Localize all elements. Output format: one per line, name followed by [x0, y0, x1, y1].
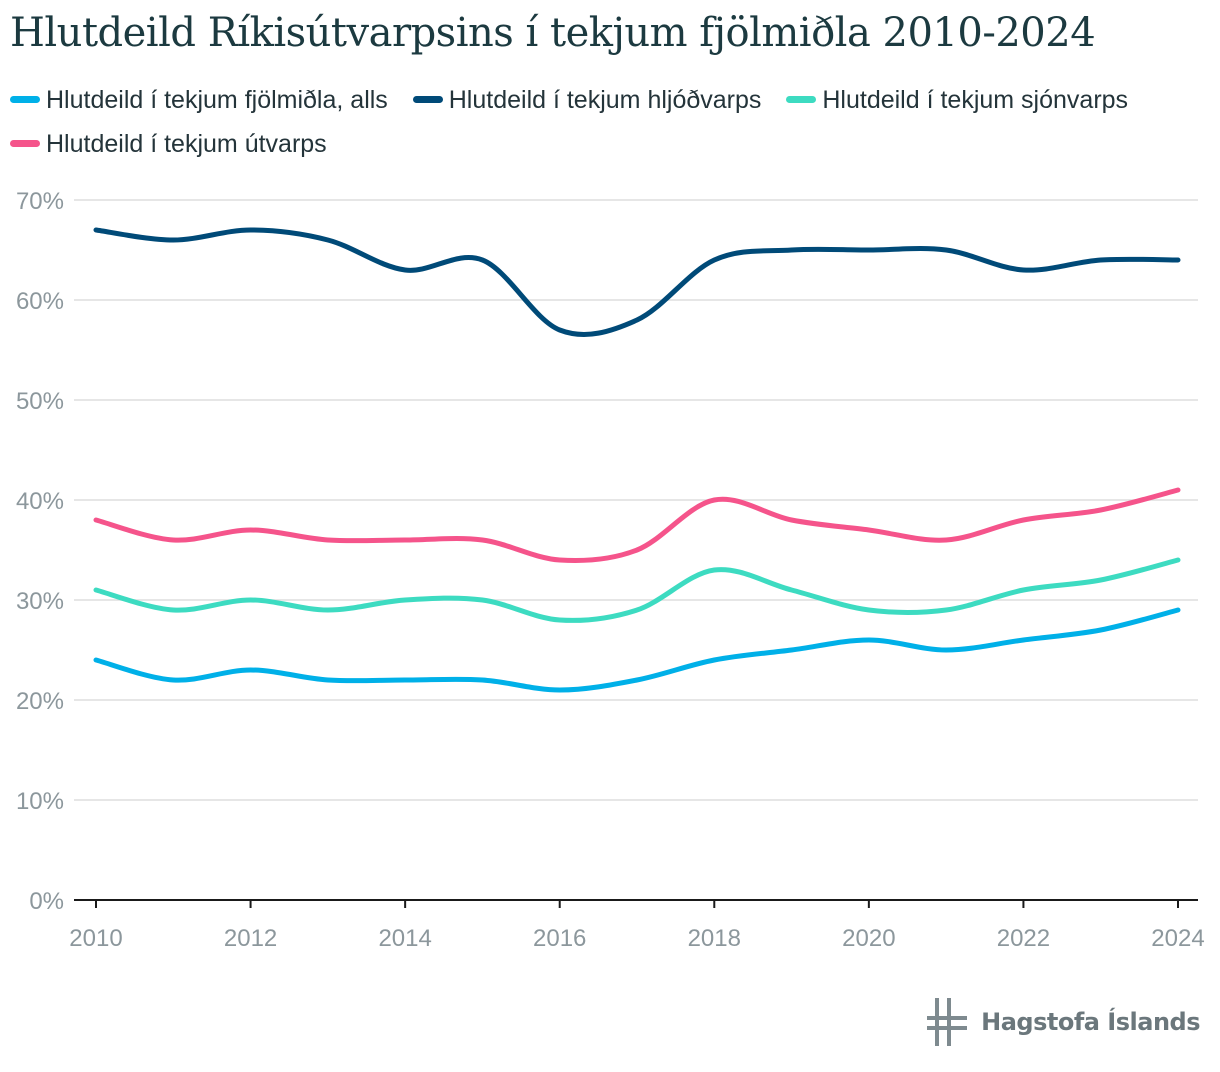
y-tick-label-4: 40% [16, 488, 64, 515]
y-tick-label-5: 50% [16, 388, 64, 415]
series-line-broadcast[interactable] [93, 487, 1181, 564]
hagstofa-logo: Hagstofa Íslands [927, 996, 1200, 1048]
x-tick-label-0: 2010 [69, 925, 122, 952]
legend-swatch-tv [786, 95, 817, 103]
legend-item-tv[interactable]: Hlutdeild í tekjum sjónvarps [786, 78, 1128, 122]
y-axis-tick-labels: 0% 10% 20% 30% 40% 50% 60% 70% [16, 188, 64, 915]
x-tick-label-1: 2012 [224, 925, 277, 952]
x-tick-label-7: 2024 [1151, 925, 1204, 952]
y-tick-label-7: 70% [16, 188, 64, 215]
legend-swatch-radio [412, 95, 443, 103]
x-tick-label-6: 2022 [997, 925, 1050, 952]
y-tick-label-3: 30% [16, 588, 64, 615]
legend-item-broadcast[interactable]: Hlutdeild í tekjum útvarps [10, 122, 327, 166]
hagstofa-logo-mark-icon [927, 998, 968, 1046]
legend-label-total: Hlutdeild í tekjum fjölmiðla, alls [46, 86, 388, 114]
legend-item-radio[interactable]: Hlutdeild í tekjum hljóðvarps [412, 78, 762, 122]
y-tick-label-6: 60% [16, 288, 64, 315]
series-line-radio[interactable] [93, 227, 1181, 337]
legend-label-broadcast: Hlutdeild í tekjum útvarps [46, 130, 327, 158]
logo-text: Hagstofa Íslands [981, 1008, 1200, 1036]
y-tick-label-1: 10% [16, 788, 64, 815]
legend-label-tv: Hlutdeild í tekjum sjónvarps [822, 86, 1129, 114]
legend-swatch-total [10, 95, 40, 103]
x-axis-ticks: 2010 2012 2014 2016 2018 2020 2022 2024 [69, 900, 1205, 952]
series-line-tv[interactable] [93, 557, 1181, 623]
series-line-total[interactable] [93, 607, 1181, 693]
chart-title: Hlutdeild Ríkisútvarpsins í tekjum fjölm… [10, 10, 1096, 56]
legend: Hlutdeild í tekjum fjölmiðla, alls Hlutd… [10, 78, 1150, 166]
y-tick-label-2: 20% [16, 688, 64, 715]
x-tick-label-5: 2020 [842, 925, 895, 952]
x-tick-label-4: 2018 [688, 925, 741, 952]
series-lines [93, 227, 1181, 693]
legend-label-radio: Hlutdeild í tekjum hljóðvarps [448, 86, 762, 114]
legend-item-total[interactable]: Hlutdeild í tekjum fjölmiðla, alls [10, 78, 388, 122]
x-tick-label-3: 2016 [533, 925, 586, 952]
gridlines [74, 199, 1198, 801]
x-tick-label-2: 2014 [378, 925, 431, 952]
y-tick-label-0: 0% [29, 888, 64, 915]
legend-swatch-broadcast [10, 139, 40, 147]
